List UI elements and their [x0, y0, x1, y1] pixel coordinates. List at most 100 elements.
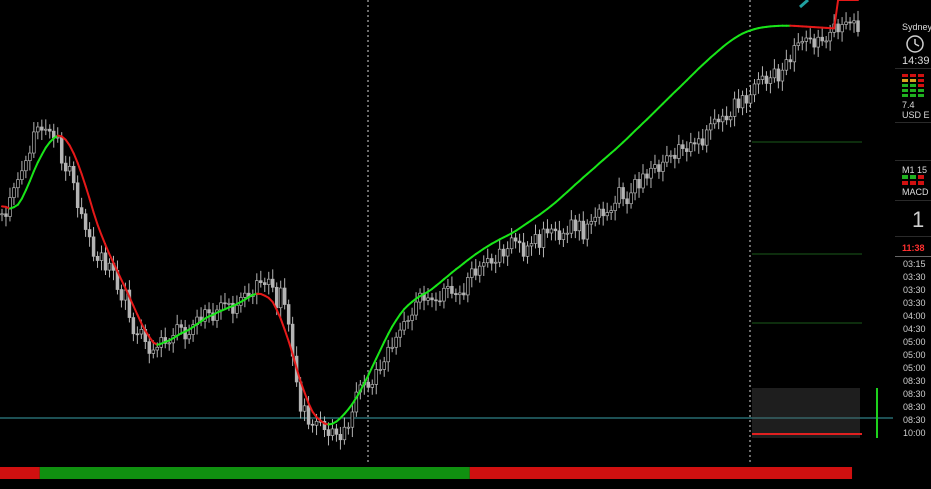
candle-body	[0, 213, 4, 216]
candle-body	[732, 98, 737, 117]
candle-body	[28, 152, 32, 162]
candle-body	[485, 258, 490, 264]
currency-code: USD	[902, 110, 922, 120]
ma-segment	[136, 313, 143, 325]
candle-body	[836, 23, 840, 33]
candle-body	[119, 289, 124, 301]
candle-body	[645, 173, 649, 179]
candle-body	[4, 213, 8, 217]
price-chart[interactable]	[0, 0, 893, 489]
candle-body	[649, 167, 653, 179]
candle-body	[720, 115, 725, 123]
candle-body	[685, 148, 689, 152]
ma-segment	[88, 197, 95, 214]
candle-body	[36, 126, 40, 133]
ma-segment	[64, 138, 71, 147]
candle-body	[263, 282, 267, 285]
candle-body	[756, 79, 761, 85]
candle-body	[517, 240, 522, 244]
candle-body	[394, 336, 398, 348]
candle-body	[342, 426, 347, 441]
candle-body	[227, 302, 231, 305]
candle-body	[808, 37, 812, 40]
ma-segment	[148, 335, 155, 344]
ma-segment	[80, 172, 87, 188]
candle-body	[370, 384, 375, 388]
candle-body	[286, 304, 291, 325]
ma-segment	[104, 244, 111, 256]
ma-segment	[387, 325, 394, 336]
ma-segment	[383, 333, 390, 343]
candle-body	[613, 202, 617, 211]
candle-body	[844, 21, 848, 25]
ma-segment	[96, 223, 103, 237]
indicator-label: MACD	[902, 187, 929, 197]
ma-segment	[303, 391, 310, 405]
candle-body	[840, 24, 844, 33]
candle-body	[776, 68, 781, 82]
ma-segment	[32, 161, 39, 173]
candle-body	[828, 31, 832, 42]
candle-body	[728, 116, 733, 121]
candle-body	[24, 160, 28, 172]
candle-body	[856, 20, 860, 32]
candle-body	[44, 128, 48, 131]
ma-segment	[16, 197, 23, 206]
ma-segment	[20, 189, 27, 200]
session-clock: 14:39	[902, 55, 930, 67]
candle-body	[621, 187, 625, 200]
candle-body	[79, 207, 84, 215]
candle-body	[322, 420, 327, 431]
candle-body	[63, 162, 68, 172]
candle-body	[203, 309, 207, 322]
candle-body	[223, 302, 227, 305]
ma-segment	[128, 295, 135, 307]
candle-body	[446, 285, 450, 289]
ma-segment	[120, 278, 127, 290]
ma-segment	[359, 382, 366, 392]
chart-background	[0, 0, 893, 489]
time-label: 03:30	[903, 272, 926, 282]
candle-body	[812, 38, 816, 48]
candle-body	[434, 299, 438, 302]
candle-body	[573, 219, 578, 232]
candle-body	[525, 245, 530, 257]
time-label: 03:30	[903, 298, 926, 308]
time-label: 05:00	[903, 363, 926, 373]
candle-body	[135, 333, 140, 336]
candle-body	[207, 309, 211, 314]
candle-body	[147, 341, 152, 354]
candle-body	[191, 324, 195, 335]
candle-body	[665, 155, 669, 163]
candle-body	[784, 59, 789, 71]
trend-bar-segment	[469, 467, 853, 479]
ma-segment	[132, 304, 139, 316]
trend-bar	[0, 467, 853, 479]
candle-body	[641, 173, 645, 189]
ma-segment	[144, 329, 151, 338]
candle-body	[410, 314, 414, 321]
candle-body	[712, 118, 717, 125]
candle-body	[601, 208, 605, 217]
candle-body	[669, 154, 673, 157]
range-box	[752, 388, 860, 438]
candle-body	[183, 327, 187, 340]
ma-segment	[271, 301, 278, 311]
candle-body	[760, 75, 765, 80]
candle-body	[625, 198, 629, 205]
ma-segment	[24, 180, 31, 192]
ma-segment	[287, 340, 294, 356]
ma-segment	[124, 287, 131, 298]
candle-body	[306, 405, 311, 425]
candle-body	[32, 131, 36, 154]
candle-body	[450, 285, 454, 294]
time-label: 08:30	[903, 402, 926, 412]
candle-body	[521, 242, 526, 257]
ma-segment	[76, 161, 83, 175]
candle-body	[382, 361, 386, 370]
candle-body	[87, 229, 92, 238]
candle-body	[605, 212, 609, 217]
candle-body	[406, 320, 410, 322]
ma-segment	[363, 374, 370, 385]
candle-body	[633, 179, 637, 194]
